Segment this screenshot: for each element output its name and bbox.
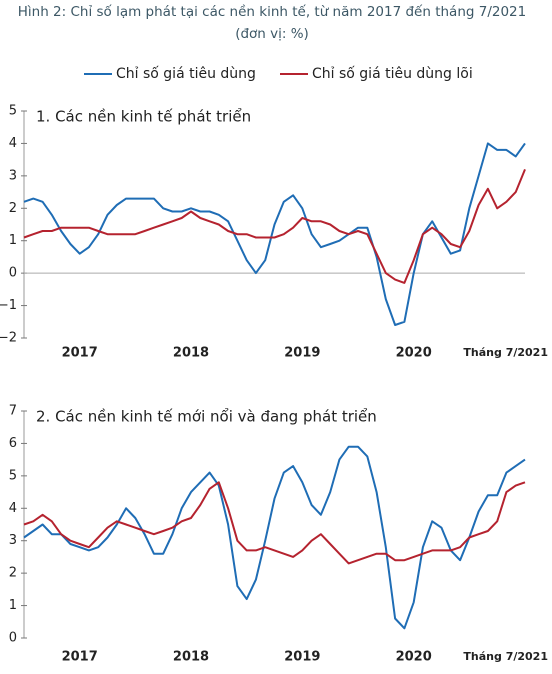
y-tick-label: 7 xyxy=(9,404,17,419)
y-tick-label: 5 xyxy=(9,468,17,483)
panel-title: 2. Các nền kinh tế mới nổi và đang phát … xyxy=(36,408,377,426)
x-tick-label: 2017 xyxy=(62,650,98,665)
series-line xyxy=(23,142,526,326)
y-tick-label: 2 xyxy=(9,566,17,581)
y-tick-label: 5 xyxy=(9,104,17,119)
series-line xyxy=(23,481,526,565)
series-line xyxy=(23,445,526,630)
x-tick-label: 2018 xyxy=(173,650,209,665)
x-tick-label: 2019 xyxy=(284,650,320,665)
y-tick-label: 1 xyxy=(9,233,17,248)
figure-subtitle: (đơn vị: %) xyxy=(235,26,309,42)
x-tick-label: Tháng 7/2021 xyxy=(463,346,548,359)
x-tick-label: 2020 xyxy=(396,346,432,361)
y-tick-label: 0 xyxy=(9,631,17,646)
y-tick-label: 1 xyxy=(9,598,17,613)
x-tick-label: Tháng 7/2021 xyxy=(463,650,548,663)
y-tick-label: 0 xyxy=(9,266,17,281)
y-tick-label: −1 xyxy=(0,298,17,313)
x-tick-label: 2017 xyxy=(62,346,98,361)
y-tick-label: 6 xyxy=(9,436,17,451)
legend-label: Chỉ số giá tiêu dùng xyxy=(116,65,256,82)
panel-title: 1. Các nền kinh tế phát triển xyxy=(36,108,251,126)
y-tick-label: 2 xyxy=(9,201,17,216)
y-tick-label: 4 xyxy=(9,501,17,516)
series-line xyxy=(23,169,526,284)
y-tick-label: 3 xyxy=(9,533,17,548)
x-tick-label: 2018 xyxy=(173,346,209,361)
y-tick-label: −2 xyxy=(0,331,17,346)
y-tick-label: 4 xyxy=(9,136,17,151)
figure-title: Hình 2: Chỉ số lạm phát tại các nền kinh… xyxy=(18,3,527,20)
x-tick-label: 2020 xyxy=(396,650,432,665)
x-tick-label: 2019 xyxy=(284,346,320,361)
legend-label: Chỉ số giá tiêu dùng lõi xyxy=(312,65,473,82)
y-tick-label: 3 xyxy=(9,168,17,183)
